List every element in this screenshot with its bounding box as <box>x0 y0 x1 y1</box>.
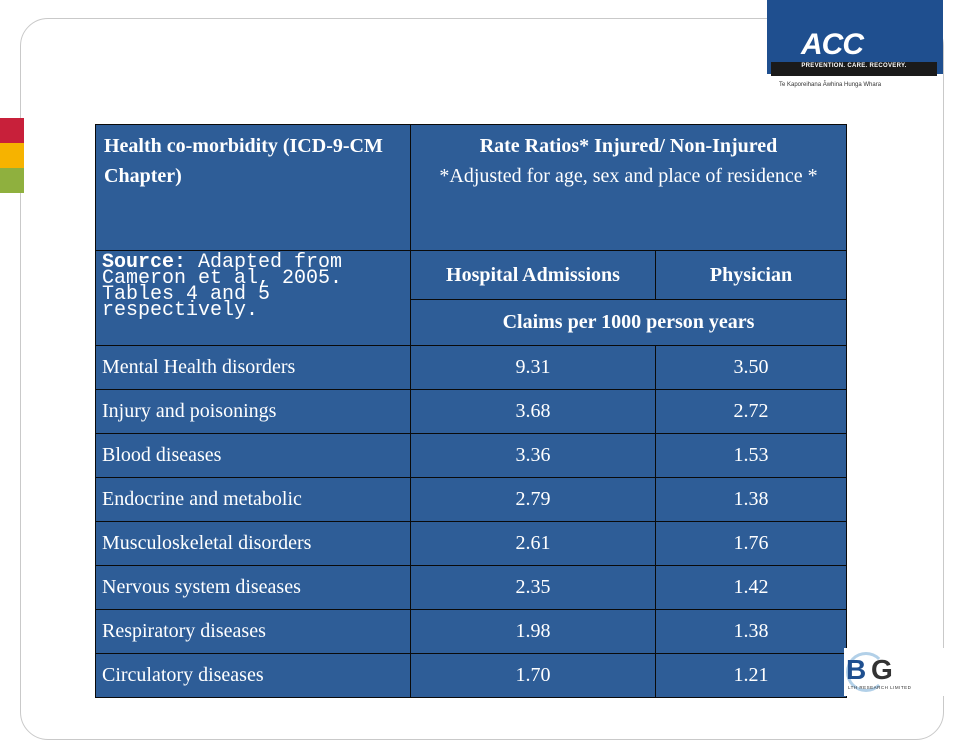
row-label: Blood diseases <box>95 433 411 478</box>
bg-logo-letter-b: B <box>846 654 867 685</box>
table-row: Nervous system diseases 2.35 1.42 <box>95 565 847 610</box>
table-row: Injury and poisonings 3.68 2.72 <box>95 389 847 434</box>
table-row: Respiratory diseases 1.98 1.38 <box>95 609 847 654</box>
row-label: Nervous system diseases <box>95 565 411 610</box>
acc-logo-tagline: PREVENTION. CARE. RECOVERY. <box>801 63 907 69</box>
acc-logo-panel: ACC <box>767 0 943 74</box>
table-row: Blood diseases 3.36 1.53 <box>95 433 847 478</box>
comorbidity-table: Health co-morbidity (ICD-9-CM Chapter) R… <box>95 124 847 698</box>
table-row: Endocrine and metabolic 2.79 1.38 <box>95 477 847 522</box>
row-label: Mental Health disorders <box>95 345 411 390</box>
hospital-value: 2.61 <box>410 521 656 566</box>
header-rate-ratios: Rate Ratios* Injured/ Non-Injured *Adjus… <box>410 124 847 251</box>
source-text: Adapted from Cameron et al, 2005. Tables… <box>102 251 343 322</box>
header-health-comorbidity: Health co-morbidity (ICD-9-CM Chapter) <box>95 124 411 251</box>
physician-value: 1.38 <box>655 477 847 522</box>
physician-value: 1.21 <box>655 653 847 698</box>
bg-logo-subtitle: LTH RESEARCH LIMITED <box>848 685 912 690</box>
row-label: Injury and poisonings <box>95 389 411 434</box>
physician-value: 1.38 <box>655 609 847 654</box>
hospital-value: 3.36 <box>410 433 656 478</box>
row-label: Endocrine and metabolic <box>95 477 411 522</box>
hospital-value: 3.68 <box>410 389 656 434</box>
table-row: Circulatory diseases 1.70 1.21 <box>95 653 847 698</box>
header-rate-ratios-note: *Adjusted for age, sex and place of resi… <box>439 165 818 187</box>
row-label: Respiratory diseases <box>95 609 411 654</box>
table-row: Mental Health disorders 9.31 3.50 <box>95 345 847 390</box>
acc-logo-subtitle: Te Kaporeihana Āwhina Hunga Whara <box>779 82 882 88</box>
accent-bar-orange <box>0 143 24 168</box>
bg-logo-letter-g: G <box>871 654 893 685</box>
header-physician: Physician <box>655 250 847 300</box>
header-claims: Claims per 1000 person years <box>410 299 847 346</box>
hospital-value: 1.98 <box>410 609 656 654</box>
table-claims-row: Claims per 1000 person years <box>96 299 847 346</box>
accent-bar-red <box>0 118 24 143</box>
hospital-value: 2.35 <box>410 565 656 610</box>
header-rate-ratios-title: Rate Ratios* Injured/ Non-Injured <box>479 135 778 157</box>
header-hospital-admissions: Hospital Admissions <box>410 250 656 300</box>
table-row: Musculoskeletal disorders 2.61 1.76 <box>95 521 847 566</box>
acc-logo: ACC PREVENTION. CARE. RECOVERY. Te Kapor… <box>767 0 943 103</box>
physician-value: 1.76 <box>655 521 847 566</box>
hospital-value: 1.70 <box>410 653 656 698</box>
bg-logo-ring-icon <box>846 652 886 692</box>
source-label: Source: <box>102 251 187 274</box>
physician-value: 2.72 <box>655 389 847 434</box>
acc-logo-tagbar: PREVENTION. CARE. RECOVERY. <box>771 62 937 76</box>
bg-research-logo: B G LTH RESEARCH LIMITED <box>844 648 944 696</box>
row-label: Circulatory diseases <box>95 653 411 698</box>
hospital-value: 9.31 <box>410 345 656 390</box>
physician-value: 1.53 <box>655 433 847 478</box>
row-label: Musculoskeletal disorders <box>95 521 411 566</box>
acc-logo-mark: ACC <box>801 28 864 61</box>
accent-bar-green <box>0 168 24 193</box>
hospital-value: 2.79 <box>410 477 656 522</box>
table-header-row: Health co-morbidity (ICD-9-CM Chapter) R… <box>95 124 847 251</box>
table-subheader-row: Source: Adapted from Cameron et al, 2005… <box>95 250 847 346</box>
physician-value: 1.42 <box>655 565 847 610</box>
physician-value: 3.50 <box>655 345 847 390</box>
source-note: Source: Adapted from Cameron et al, 2005… <box>95 250 411 346</box>
